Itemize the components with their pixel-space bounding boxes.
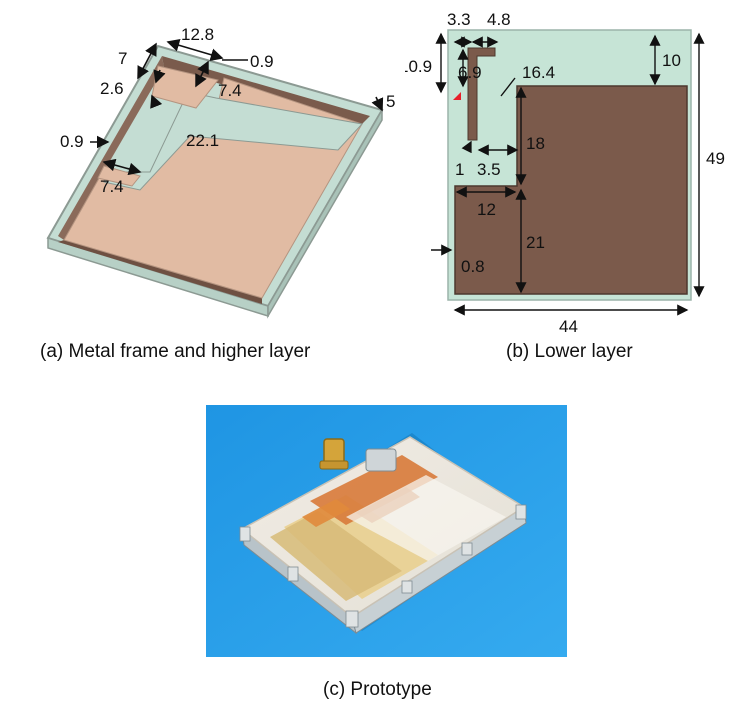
- inner-left-wall: [58, 56, 164, 240]
- label-10-9: 10.9: [405, 57, 432, 76]
- label-1: 1: [455, 160, 464, 179]
- label-49: 49: [706, 149, 725, 168]
- feed-point-marker: [453, 92, 461, 100]
- label-7: 7: [118, 49, 127, 68]
- label-5: 5: [386, 92, 395, 111]
- label-4-8: 4.8: [487, 10, 511, 29]
- label-0-9-left: 0.9: [60, 132, 84, 151]
- lower-copper-region: [270, 511, 402, 601]
- label-44: 44: [559, 317, 578, 336]
- caption-panel-a: (a) Metal frame and higher layer: [40, 341, 311, 362]
- orange-corner: [302, 499, 350, 527]
- label-18: 18: [526, 134, 545, 153]
- caption-panel-c: (c) Prototype: [323, 679, 432, 700]
- panel-a-diagram: 12.8 7 0.9 2.6 7.4 5 0.9 22.1 7.4: [46, 25, 395, 319]
- label-12-8: 12.8: [181, 25, 214, 44]
- prototype-photo: [206, 405, 567, 657]
- connector-bracket: [365, 448, 397, 472]
- label-7-4-top: 7.4: [218, 81, 242, 100]
- panel-b-diagram: 3.3 4.8 10.9 6.9 16.4 10 18 1 3.5 49 12 …: [405, 10, 725, 336]
- label-16-4: 16.4: [522, 63, 555, 82]
- label-22-1: 22.1: [186, 131, 219, 150]
- label-21: 21: [526, 233, 545, 252]
- ground-plane: [454, 85, 688, 295]
- label-3-3: 3.3: [447, 10, 471, 29]
- caption-panel-b: (b) Lower layer: [506, 341, 633, 362]
- inner-back-wall: [162, 56, 370, 124]
- feed-strip: [467, 47, 496, 141]
- transparent-cover: [346, 475, 506, 561]
- label-0-9-top: 0.9: [250, 52, 274, 71]
- inner-wall-strip: [58, 240, 262, 304]
- label-6-9: 6.9: [458, 63, 482, 82]
- label-12: 12: [477, 200, 496, 219]
- label-10: 10: [662, 51, 681, 70]
- label-7-4-bottom: 7.4: [100, 177, 124, 196]
- label-3-5: 3.5: [477, 160, 501, 179]
- frame-right-edge: [267, 107, 383, 319]
- label-2-6: 2.6: [100, 79, 124, 98]
- label-0-8: 0.8: [461, 257, 485, 276]
